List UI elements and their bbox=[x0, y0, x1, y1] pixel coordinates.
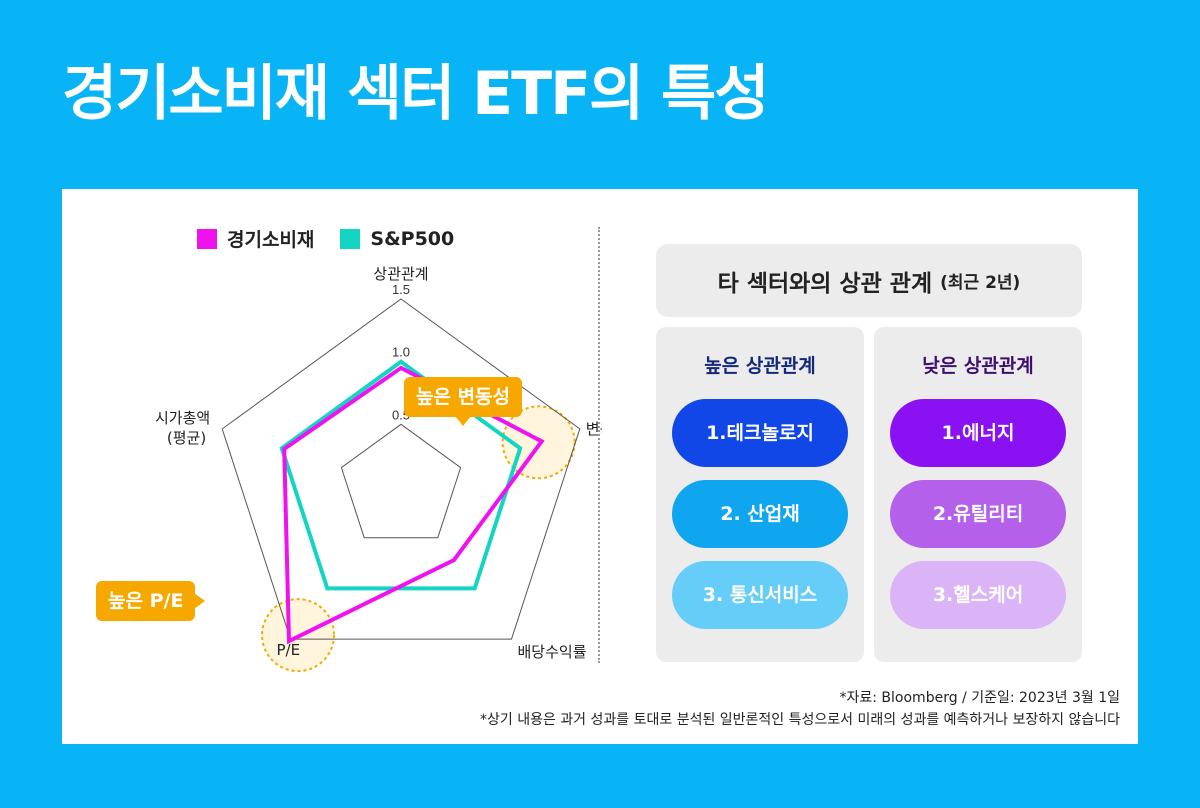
legend-item-consumer: 경기소비재 bbox=[197, 225, 314, 252]
high-correlation-item: 2. 산업재 bbox=[672, 480, 848, 548]
axis-label-dividend-yield: 배당수익률 bbox=[518, 643, 587, 661]
low-correlation-item: 2.유틸리티 bbox=[890, 480, 1066, 548]
high-correlation-item: 1.테크놀로지 bbox=[672, 399, 848, 467]
high-correlation-title: 높은 상관관계 bbox=[704, 355, 816, 377]
legend-label-consumer: 경기소비재 bbox=[227, 229, 315, 251]
axis-label-market-cap: 시가총액 bbox=[155, 409, 210, 427]
radar-series-consumer bbox=[282, 365, 545, 645]
low-correlation-item: 1.에너지 bbox=[890, 399, 1066, 467]
correlation-title: 타 섹터와의 상관 관계 bbox=[717, 270, 933, 297]
callout-high-pe: 높은 P/E bbox=[96, 581, 206, 621]
legend-swatch-consumer bbox=[197, 228, 217, 249]
radar-grid-ring bbox=[340, 423, 462, 539]
footnote-source: *자료: Bloomberg / 기준일: 2023년 3월 1일 bbox=[839, 690, 1121, 706]
high-correlation-column: 높은 상관관계 1.테크놀로지 2. 산업재 3. 통신서비스 bbox=[656, 327, 864, 662]
radar-series-sp500 bbox=[279, 359, 523, 591]
chart-legend: 경기소비재 S&P500 bbox=[197, 225, 454, 252]
correlation-header: 타 섹터와의 상관 관계 (최근 2년) bbox=[656, 244, 1082, 317]
radar-ring-label: 1.5 bbox=[392, 282, 410, 297]
callout-high-volatility: 높은 변동성 bbox=[404, 377, 523, 426]
section-divider bbox=[598, 227, 600, 663]
axis-label-volatility: 변동성 bbox=[586, 420, 602, 438]
page-title: 경기소비재 섹터 ETF의 특성 bbox=[62, 59, 770, 129]
correlation-subtitle: (최근 2년) bbox=[940, 273, 1021, 293]
axis-label-market-cap-sub: (평균) bbox=[167, 429, 206, 447]
radar-grid-ring bbox=[221, 298, 581, 640]
footnote-disclaimer: *상기 내용은 과거 성과를 토대로 분석된 일반론적인 특성으로서 미래의 성… bbox=[480, 712, 1120, 728]
low-correlation-title: 낮은 상관관계 bbox=[922, 355, 1034, 377]
radar-ring-label: 1.0 bbox=[392, 345, 410, 360]
low-correlation-column: 낮은 상관관계 1.에너지 2.유틸리티 3.헬스케어 bbox=[874, 327, 1082, 662]
low-correlation-item: 3.헬스케어 bbox=[890, 561, 1066, 629]
high-correlation-item: 3. 통신서비스 bbox=[672, 561, 848, 629]
legend-label-sp500: S&P500 bbox=[370, 227, 455, 250]
legend-item-sp500: S&P500 bbox=[340, 228, 454, 250]
axis-label-correlation: 상관관계 bbox=[373, 265, 428, 283]
content-panel: 경기소비재 S&P500 0.51.01.5상관관계변동성배당수익률P/E시가총… bbox=[62, 189, 1138, 744]
axis-label-pe: P/E bbox=[276, 641, 300, 659]
legend-swatch-sp500 bbox=[340, 228, 361, 249]
